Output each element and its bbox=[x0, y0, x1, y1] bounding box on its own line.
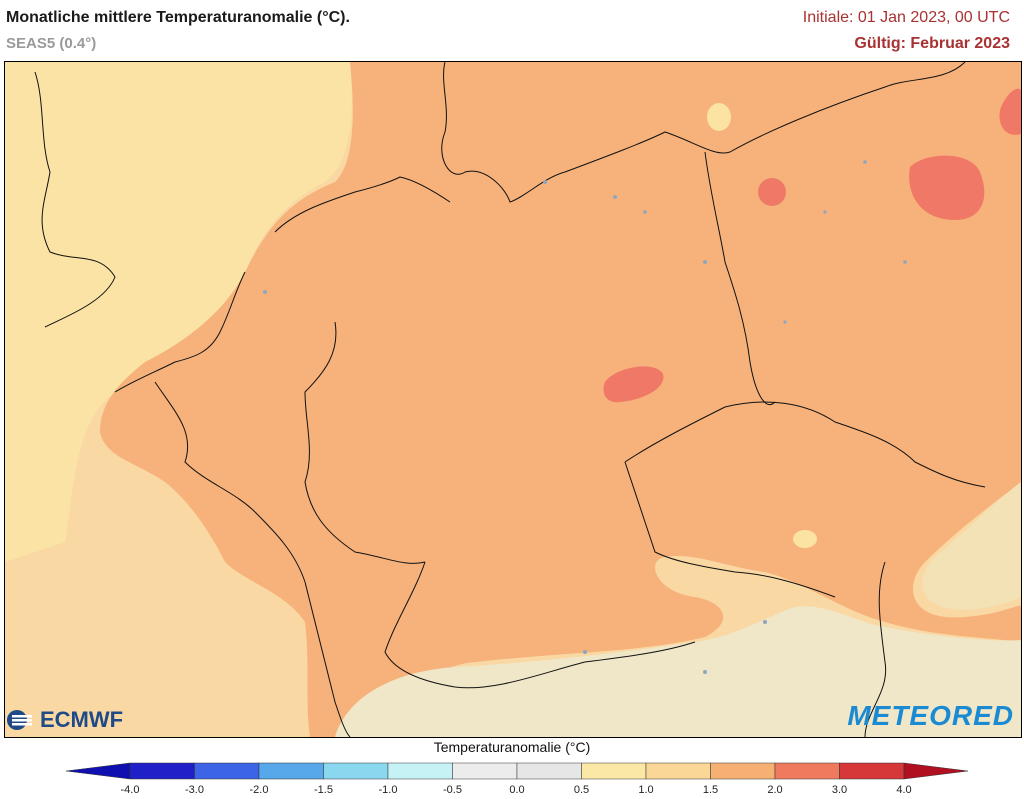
colorbar-segment bbox=[194, 762, 260, 780]
ecmwf-logo: ECMWF bbox=[6, 705, 123, 735]
colorbar-tick-label: 2.0 bbox=[767, 784, 783, 796]
map-boundaries bbox=[34, 62, 986, 737]
colorbar-segment bbox=[323, 762, 389, 780]
colorbar-tick-label: -2.0 bbox=[249, 784, 269, 796]
colorbar-tick-label: -1.5 bbox=[314, 784, 333, 796]
map-title: Monatliche mittlere Temperaturanomalie (… bbox=[6, 9, 350, 26]
colorbar-low-end bbox=[66, 762, 131, 780]
map-lakes bbox=[263, 160, 907, 674]
colorbar-tick-label: -1.0 bbox=[378, 784, 398, 796]
colorbar-tick-label: -3.0 bbox=[185, 784, 204, 796]
map-svg bbox=[5, 62, 1021, 737]
temperature-anomaly-map[interactable] bbox=[4, 61, 1022, 738]
map-anomaly-2p0-3p0 bbox=[758, 178, 786, 206]
map-pale-spot bbox=[793, 530, 817, 548]
colorbar bbox=[66, 762, 968, 780]
colorbar-segment bbox=[839, 762, 905, 780]
colorbar-segment bbox=[258, 762, 324, 780]
colorbar-high-end bbox=[903, 762, 968, 780]
map-anomaly-2p0-3p0 bbox=[909, 155, 985, 220]
ecmwf-emblem-icon bbox=[7, 710, 32, 730]
map-west-sea bbox=[5, 62, 352, 562]
map-anomaly-2p0-3p0 bbox=[999, 88, 1021, 135]
legend-title: Temperaturanomalie (°C) bbox=[433, 739, 591, 755]
colorbar-ticks: -4.0 -3.0 -2.0 -1.5 -1.0 -0.5 0.0 0.5 1.0 1.5 2.0 3… bbox=[0, 784, 1024, 798]
map-east-pale bbox=[922, 482, 1021, 610]
colorbar-segment bbox=[129, 762, 195, 780]
colorbar-segment bbox=[774, 762, 840, 780]
colorbar-tick-label: -4.0 bbox=[120, 784, 140, 796]
colorbar-tick-label: 1.5 bbox=[702, 784, 719, 796]
colorbar-segment bbox=[710, 762, 776, 780]
colorbar-tick-label: 1.0 bbox=[638, 784, 654, 796]
model-subtitle: SEAS5 (0.4°) bbox=[6, 35, 97, 52]
colorbar-segment bbox=[645, 762, 711, 780]
ecmwf-logo-text: ECMWF bbox=[40, 707, 124, 732]
map-anomaly-1p5-2p0 bbox=[100, 62, 1021, 737]
colorbar-tick-label: 3.0 bbox=[831, 784, 848, 796]
map-alps-terrain bbox=[335, 606, 1021, 737]
initial-time: Initiale: 01 Jan 2023, 00 UTC bbox=[802, 9, 1010, 26]
colorbar-segment bbox=[387, 762, 453, 780]
colorbar-segment bbox=[581, 762, 647, 780]
valid-period: Gültig: Februar 2023 bbox=[854, 35, 1010, 52]
map-pale-spot bbox=[707, 103, 731, 131]
meteored-logo: METEORED bbox=[847, 700, 1014, 731]
colorbar-tick-label: 0.0 bbox=[509, 784, 525, 796]
colorbar-tick-label: 0.5 bbox=[573, 784, 590, 796]
colorbar-tick-label: 4.0 bbox=[896, 784, 912, 796]
colorbar-segment bbox=[452, 762, 518, 780]
colorbar-tick-label: -0.5 bbox=[443, 784, 462, 796]
map-anomaly-2p0-3p0 bbox=[603, 366, 664, 403]
colorbar-segment bbox=[516, 762, 582, 780]
